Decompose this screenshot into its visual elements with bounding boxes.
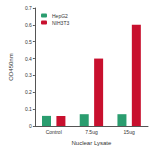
svg-text:0.2: 0.2: [25, 89, 32, 95]
svg-text:0.3: 0.3: [25, 72, 32, 78]
svg-text:0.5: 0.5: [25, 39, 32, 45]
svg-text:0.7: 0.7: [25, 5, 32, 11]
svg-text:HepG2: HepG2: [52, 13, 68, 19]
svg-text:NIH3T3: NIH3T3: [52, 20, 69, 26]
svg-text:OD450nm: OD450nm: [8, 53, 14, 80]
svg-text:0: 0: [29, 123, 32, 129]
svg-text:7.5ug: 7.5ug: [85, 129, 98, 135]
svg-text:0.6: 0.6: [25, 22, 32, 28]
svg-text:0.4: 0.4: [25, 56, 32, 62]
svg-text:Nuclear Lysate: Nuclear Lysate: [72, 140, 112, 146]
svg-text:Control: Control: [46, 129, 62, 135]
svg-text:15ug: 15ug: [124, 129, 135, 135]
svg-text:0.1: 0.1: [25, 106, 32, 112]
